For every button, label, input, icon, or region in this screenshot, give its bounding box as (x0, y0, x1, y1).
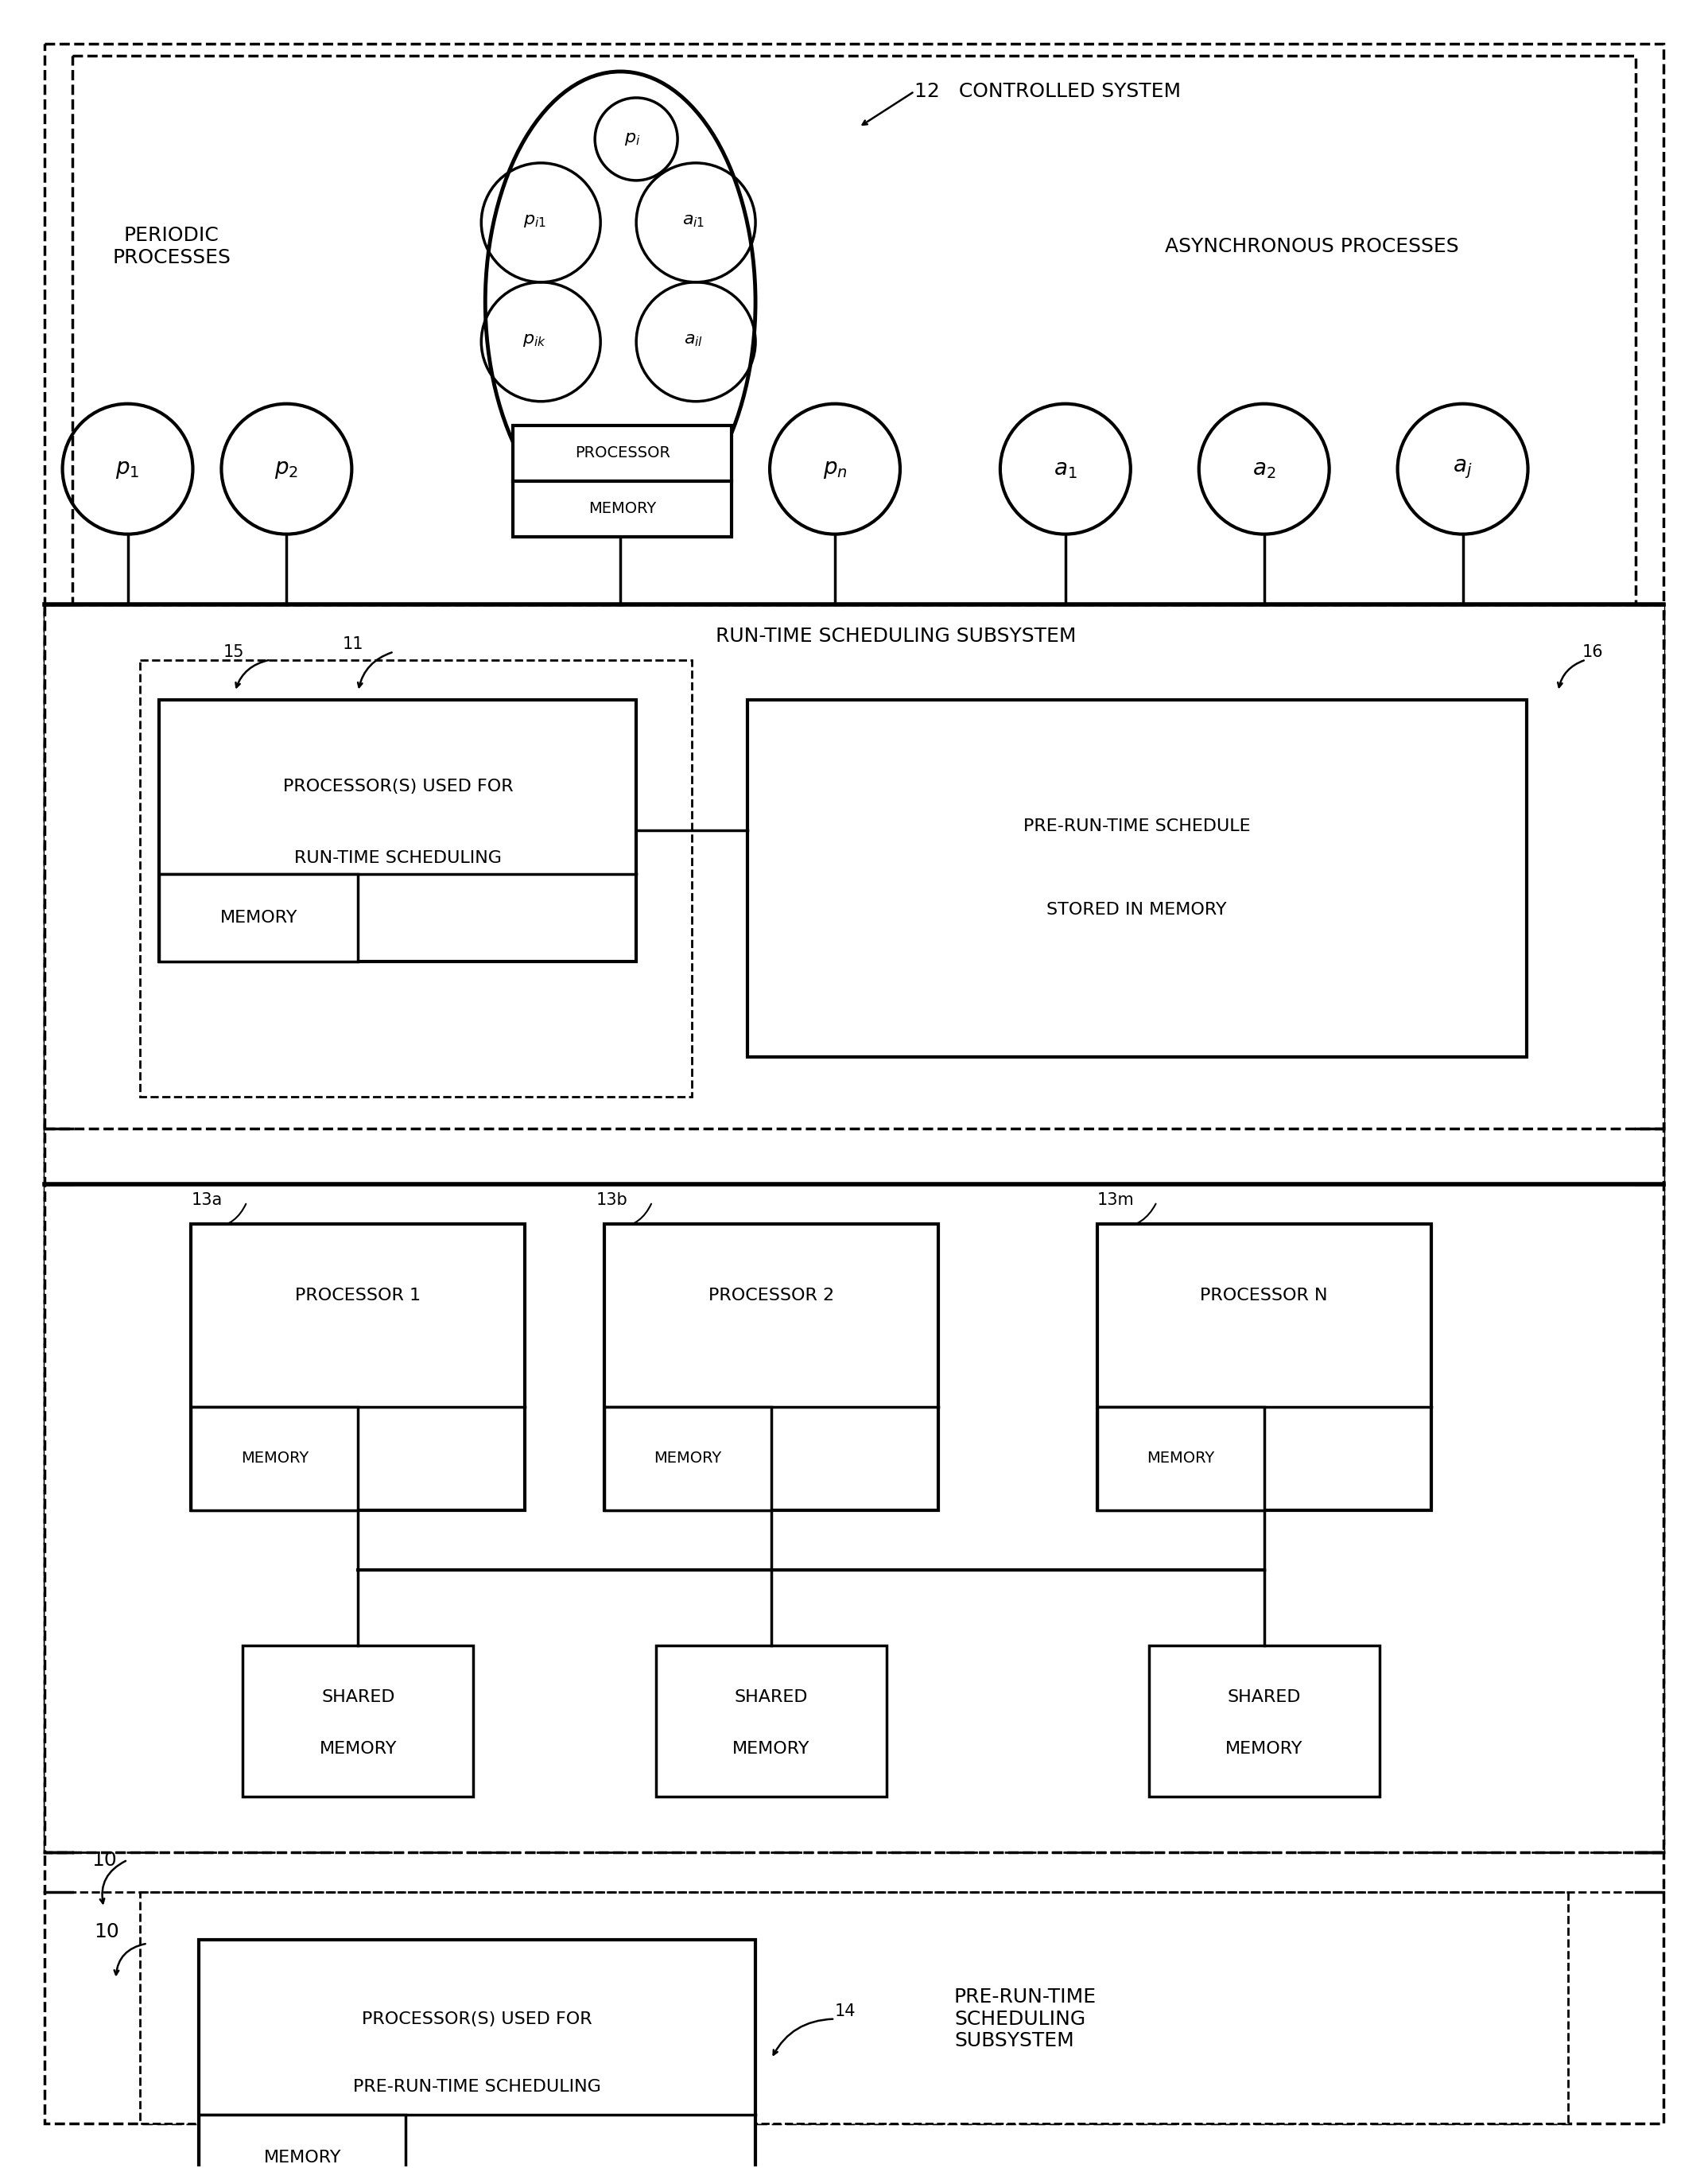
Bar (200, 1940, 755, 2168)
Bar (159, 874, 359, 963)
Text: 13b: 13b (596, 1192, 629, 1208)
Text: $a_j$: $a_j$ (1454, 457, 1472, 481)
Text: $p_{i1}$: $p_{i1}$ (523, 212, 547, 230)
Text: MEMORY: MEMORY (319, 1741, 396, 1756)
Text: RUN-TIME SCHEDULING: RUN-TIME SCHEDULING (294, 850, 502, 867)
Text: RUN-TIME SCHEDULING SUBSYSTEM: RUN-TIME SCHEDULING SUBSYSTEM (716, 627, 1076, 646)
Text: 13a: 13a (191, 1192, 222, 1208)
Text: SHARED: SHARED (734, 1689, 808, 1704)
Text: MEMORY: MEMORY (220, 911, 297, 926)
Text: 13m: 13m (1097, 1192, 1134, 1208)
Text: MEMORY: MEMORY (654, 1450, 722, 1466)
Text: ASYNCHRONOUS PROCESSES: ASYNCHRONOUS PROCESSES (1165, 236, 1459, 256)
Bar (1097, 1407, 1264, 1511)
Text: $a_1$: $a_1$ (1054, 457, 1078, 479)
Bar (605, 1225, 938, 1511)
Text: PRE-RUN-TIME SCHEDULE: PRE-RUN-TIME SCHEDULE (1023, 820, 1250, 835)
Text: PROCESSOR 2: PROCESSOR 2 (709, 1288, 834, 1303)
Bar (191, 1407, 359, 1511)
Bar (1149, 1646, 1380, 1797)
Text: $a_2$: $a_2$ (1252, 457, 1276, 479)
Bar (656, 1646, 886, 1797)
Text: MEMORY: MEMORY (1146, 1450, 1214, 1466)
Text: 12   CONTROLLED SYSTEM: 12 CONTROLLED SYSTEM (914, 82, 1180, 102)
Bar (140, 659, 692, 1097)
Bar (512, 425, 731, 481)
Text: $p_n$: $p_n$ (823, 457, 847, 479)
Text: PROCESSOR 1: PROCESSOR 1 (295, 1288, 420, 1303)
Text: PROCESSOR: PROCESSOR (574, 444, 670, 460)
Text: $p_i$: $p_i$ (623, 130, 640, 147)
Bar (200, 2114, 407, 2168)
Text: 15: 15 (224, 644, 244, 659)
Bar (140, 1893, 1568, 2122)
Text: MEMORY: MEMORY (589, 501, 656, 516)
Text: $a_{i1}$: $a_{i1}$ (681, 212, 705, 230)
Text: 11: 11 (342, 635, 364, 653)
Bar (72, 56, 1636, 605)
Bar (512, 481, 731, 535)
Bar (159, 700, 637, 963)
Bar (44, 605, 1664, 1574)
Text: $p_1$: $p_1$ (116, 457, 140, 479)
Text: 16: 16 (1582, 644, 1604, 659)
Bar (44, 605, 1664, 1851)
Text: STORED IN MEMORY: STORED IN MEMORY (1047, 902, 1226, 917)
Text: PROCESSOR(S) USED FOR: PROCESSOR(S) USED FOR (362, 2012, 593, 2027)
Text: MEMORY: MEMORY (241, 1450, 309, 1466)
Bar (243, 1646, 473, 1797)
Text: $a_{il}$: $a_{il}$ (683, 332, 704, 349)
Bar (748, 700, 1527, 1058)
Text: MEMORY: MEMORY (733, 1741, 810, 1756)
Text: $p_{ik}$: $p_{ik}$ (523, 332, 547, 349)
Text: PRE-RUN-TIME
SCHEDULING
SUBSYSTEM: PRE-RUN-TIME SCHEDULING SUBSYSTEM (955, 1988, 1097, 2051)
Text: 14: 14 (835, 2003, 856, 2018)
Text: 10: 10 (92, 1851, 118, 1869)
Bar (605, 1407, 772, 1511)
Text: PROCESSOR N: PROCESSOR N (1201, 1288, 1327, 1303)
Text: PERIODIC
PROCESSES: PERIODIC PROCESSES (113, 225, 231, 267)
Text: 10: 10 (94, 1923, 120, 1940)
Text: MEMORY: MEMORY (1225, 1741, 1303, 1756)
Text: PRE-RUN-TIME SCHEDULING: PRE-RUN-TIME SCHEDULING (354, 2079, 601, 2094)
Text: SHARED: SHARED (321, 1689, 395, 1704)
Bar (191, 1225, 524, 1511)
Text: $p_2$: $p_2$ (275, 457, 299, 479)
Bar (44, 605, 1664, 1130)
Text: PROCESSOR(S) USED FOR: PROCESSOR(S) USED FOR (284, 778, 512, 796)
Text: SHARED: SHARED (1228, 1689, 1301, 1704)
Bar (1097, 1225, 1431, 1511)
Text: MEMORY: MEMORY (263, 2151, 342, 2166)
